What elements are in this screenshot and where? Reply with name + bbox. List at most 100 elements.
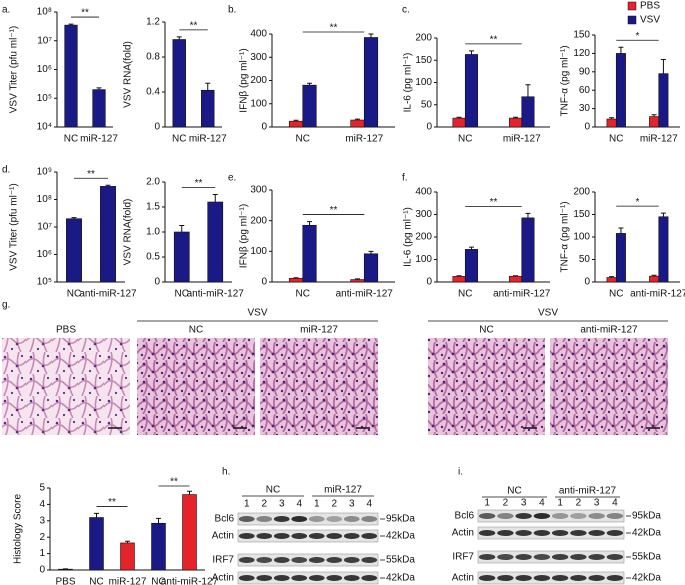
bar [350, 279, 365, 283]
blot-band [478, 575, 496, 581]
significance-label: * [636, 31, 640, 42]
y-tick-label: 60 [579, 85, 591, 96]
error-bar [456, 275, 462, 277]
blot-strip [237, 571, 379, 585]
bar [173, 231, 190, 283]
x-tick-label: NC [609, 289, 623, 300]
x-tick-label: miR-127 [503, 134, 541, 145]
blot-band [497, 513, 514, 519]
error-bar [368, 33, 374, 38]
x-tick-label: anti-miR-127 [336, 289, 394, 300]
lane-label: 4 [296, 499, 302, 510]
bar [172, 39, 186, 128]
bar [120, 542, 135, 571]
error-bar [68, 23, 74, 26]
lane-label: 3 [521, 498, 527, 509]
row-label: Actin [212, 573, 234, 584]
panel-label: g. [2, 300, 10, 311]
size-label: 95kDa [386, 514, 415, 525]
y-tick-label: 0 [584, 122, 590, 133]
bar [615, 233, 626, 283]
error-bar [525, 84, 531, 97]
y-tick-label: 10⁵ [37, 93, 52, 104]
x-tick-label: anti-miR-127 [630, 289, 685, 300]
significance-label: * [636, 197, 640, 208]
y-tick-label: 4 [39, 499, 45, 510]
blot-band [256, 516, 273, 522]
y-axis-label: TNF-α (pg ml⁻¹) [560, 201, 571, 272]
significance-label: ** [490, 197, 498, 208]
error-bar [354, 118, 360, 121]
blot-group-label: anti-miR-127 [559, 486, 617, 497]
y-axis-label: IFNβ (pg ml⁻¹) [239, 204, 250, 268]
y-tick-label: 10⁵ [37, 277, 52, 288]
y-tick-label: 50 [579, 254, 591, 265]
y-tick-label: 0.8 [146, 52, 160, 63]
panel-label: d. [2, 165, 10, 176]
blot-band [497, 554, 514, 560]
blot-band [570, 575, 587, 581]
lane-label: 3 [349, 499, 355, 510]
y-tick-label: 1.0 [146, 227, 160, 238]
error-bar [368, 250, 374, 254]
error-bar [94, 512, 99, 518]
error-bar [354, 278, 360, 280]
error-bar [176, 36, 182, 40]
bar [658, 73, 669, 128]
y-tick-label: 0 [39, 565, 45, 576]
bar [151, 522, 166, 571]
y-tick-label: 400 [250, 29, 267, 40]
bar [615, 53, 626, 128]
x-tick-label: NC [609, 134, 623, 145]
error-bar [660, 212, 666, 217]
blot-band [326, 575, 343, 581]
y-tick-label: 0 [154, 277, 160, 288]
panel-label: b. [228, 5, 236, 16]
blot-band [273, 516, 290, 522]
x-tick-label: NC [89, 577, 103, 585]
y-tick-label: 200 [250, 75, 267, 86]
error-bar [456, 116, 462, 119]
y-tick-label: 200 [415, 232, 432, 243]
row-label: Actin [452, 528, 474, 539]
blot-band [533, 513, 551, 519]
bar [288, 278, 304, 283]
bar [464, 54, 478, 128]
panel-label: h. [222, 467, 230, 478]
histology-image [137, 338, 255, 435]
bar [649, 116, 660, 128]
error-bar [187, 490, 192, 495]
bar [302, 224, 317, 283]
blot-band [606, 554, 624, 560]
y-tick-label: 2.0 [146, 177, 160, 188]
y-tick-label: 0 [426, 122, 432, 133]
error-bar [125, 540, 130, 543]
blot-band [238, 575, 255, 581]
histology-label: NC [479, 325, 493, 336]
blot-band [570, 554, 587, 560]
bar [288, 120, 304, 128]
x-tick-label: anti-miR-127 [493, 289, 551, 300]
blot-strip [237, 553, 379, 567]
bar [452, 276, 466, 283]
blot-band [343, 575, 360, 581]
bar [521, 96, 535, 128]
y-tick-label: 30 [579, 103, 591, 114]
significance-label: ** [108, 497, 116, 508]
y-axis-label: Histology Score [13, 494, 24, 564]
y-tick-label: 120 [573, 48, 590, 59]
blot-band [308, 533, 325, 539]
blot-group-label: NC [266, 485, 280, 496]
bar [606, 118, 617, 128]
error-bar [651, 274, 657, 277]
blot-band [533, 575, 551, 581]
y-axis-label: VSV Titer (pfu ml⁻¹) [9, 183, 20, 271]
blot-band [238, 533, 255, 539]
y-axis-label: IFNβ (pg ml⁻¹) [239, 48, 250, 112]
y-tick-label: 10⁶ [37, 64, 52, 75]
histology-label: anti-miR-127 [580, 325, 638, 336]
lane-label: 1 [244, 499, 250, 510]
blot-band [238, 557, 255, 563]
blot-band [238, 516, 255, 522]
significance-label: ** [81, 8, 89, 19]
